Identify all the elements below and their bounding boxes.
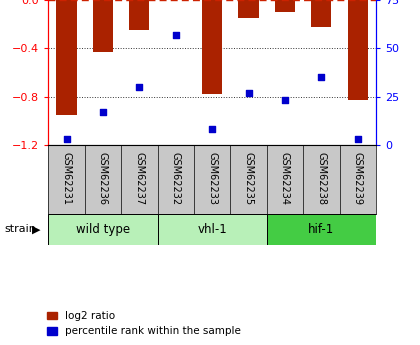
Text: GSM62235: GSM62235 <box>244 152 254 205</box>
Point <box>318 75 325 80</box>
Text: ▶: ▶ <box>32 225 40 234</box>
Text: GSM62231: GSM62231 <box>61 152 71 205</box>
Point <box>136 84 143 90</box>
Point <box>281 98 288 103</box>
Text: GSM62233: GSM62233 <box>207 152 217 205</box>
Point <box>63 136 70 142</box>
Point <box>354 136 361 142</box>
Text: GSM62234: GSM62234 <box>280 152 290 205</box>
Text: GSM62236: GSM62236 <box>98 152 108 205</box>
Point <box>245 90 252 96</box>
Text: strain: strain <box>4 225 36 234</box>
Bar <box>48 214 158 245</box>
Bar <box>129 0 150 30</box>
Text: GSM62237: GSM62237 <box>134 152 144 205</box>
Text: GSM62232: GSM62232 <box>171 152 181 205</box>
Bar <box>158 214 267 245</box>
Bar <box>57 0 76 115</box>
Bar <box>275 0 295 12</box>
Text: vhl-1: vhl-1 <box>197 223 227 236</box>
Text: GSM62239: GSM62239 <box>353 152 363 205</box>
Bar <box>348 0 368 100</box>
Bar <box>267 214 376 245</box>
Bar <box>239 0 259 18</box>
Legend: log2 ratio, percentile rank within the sample: log2 ratio, percentile rank within the s… <box>47 311 241 336</box>
Point <box>172 32 179 38</box>
Point <box>100 109 106 115</box>
Bar <box>93 0 113 52</box>
Bar <box>202 0 222 94</box>
Text: wild type: wild type <box>76 223 130 236</box>
Text: GSM62238: GSM62238 <box>316 152 326 205</box>
Point <box>209 127 215 132</box>
Text: hif-1: hif-1 <box>308 223 334 236</box>
Bar <box>311 0 331 27</box>
